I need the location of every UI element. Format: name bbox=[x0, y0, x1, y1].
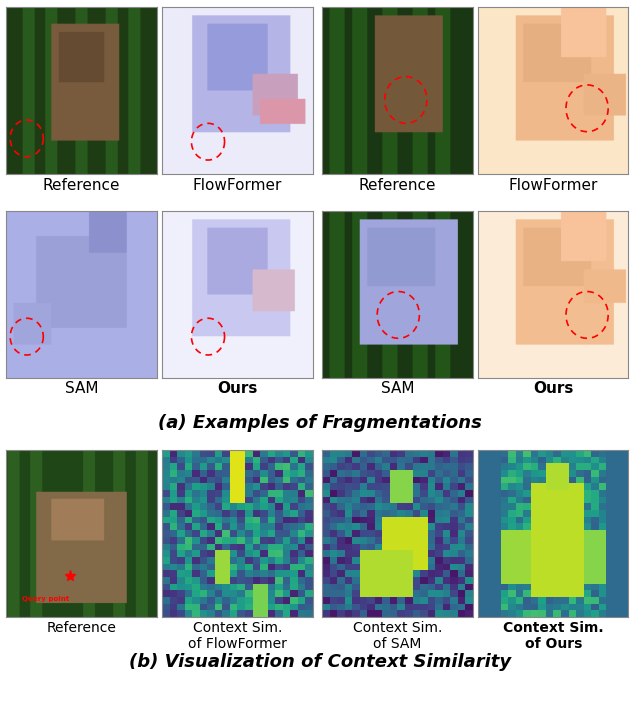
Text: FlowFormer: FlowFormer bbox=[509, 178, 598, 193]
Text: Reference: Reference bbox=[43, 178, 120, 193]
Text: FlowFormer: FlowFormer bbox=[193, 178, 282, 193]
Text: SAM: SAM bbox=[381, 381, 414, 396]
Text: SAM: SAM bbox=[65, 381, 99, 396]
Text: (a) Examples of Fragmentations: (a) Examples of Fragmentations bbox=[158, 414, 482, 432]
Text: Ours: Ours bbox=[217, 381, 257, 396]
Text: Context Sim.
of SAM: Context Sim. of SAM bbox=[353, 621, 442, 651]
Text: Ours: Ours bbox=[533, 381, 573, 396]
Text: (b) Visualization of Context Similarity: (b) Visualization of Context Similarity bbox=[129, 653, 511, 672]
Text: Reference: Reference bbox=[47, 621, 116, 635]
Text: Query point: Query point bbox=[22, 596, 70, 602]
Text: Context Sim.
of FlowFormer: Context Sim. of FlowFormer bbox=[188, 621, 287, 651]
Text: Reference: Reference bbox=[359, 178, 436, 193]
Text: Context Sim.
of Ours: Context Sim. of Ours bbox=[503, 621, 604, 651]
